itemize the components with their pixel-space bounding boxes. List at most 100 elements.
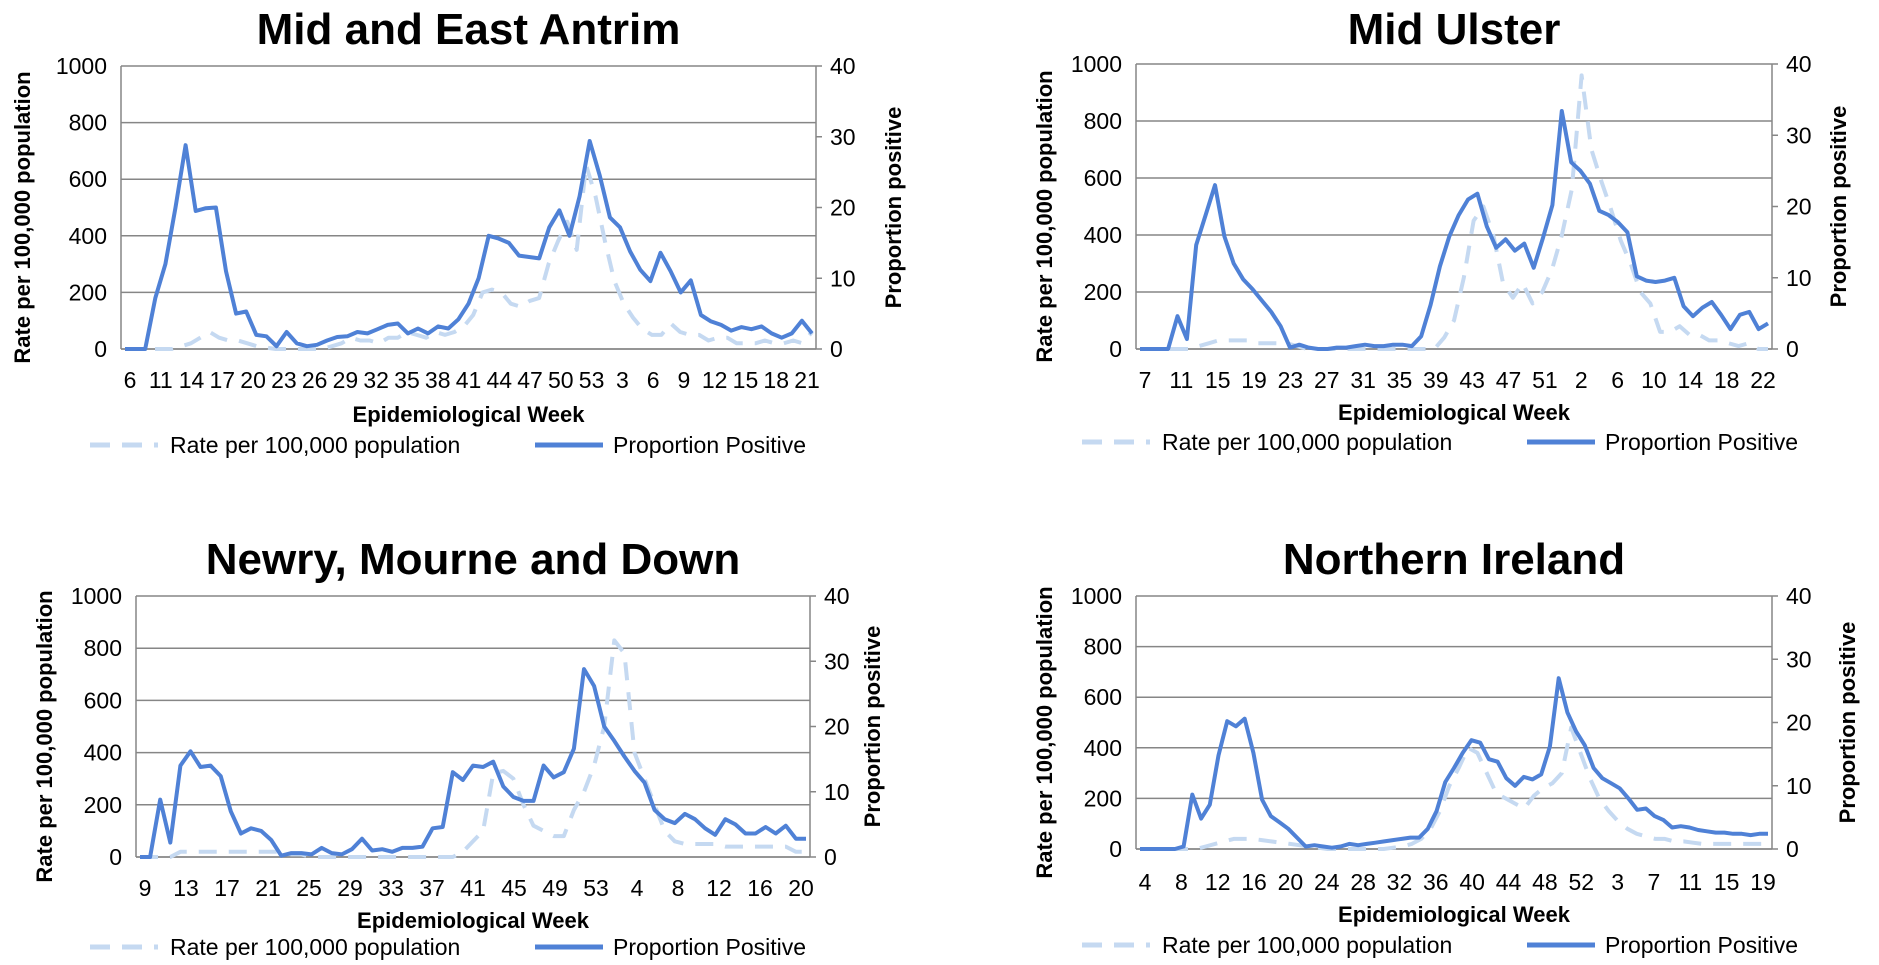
legend-label-proportion: Proportion Positive [1605,429,1798,455]
y2-tick-label: 20 [830,195,856,221]
y-tick-label: 400 [1084,222,1122,248]
x-tick-label: 51 [1532,367,1558,393]
y-axis-title: Rate per 100,000 population [1032,586,1057,878]
x-tick-label: 45 [501,875,527,901]
chart-panel-1: Mid Ulster 0 200 400 600 800 1000 0 10 20 30 40 7 11 1… [1032,5,1851,455]
x-tick-label: 44 [486,367,512,393]
legend-label-rate: Rate per 100,000 population [1162,429,1452,455]
legend-label-rate: Rate per 100,000 population [170,934,460,960]
x-tick-label: 2 [1575,367,1588,393]
x-tick-label: 19 [1750,869,1776,895]
x-tick-label: 18 [1714,367,1740,393]
x-tick-label: 15 [733,367,759,393]
y-tick-label: 800 [69,110,107,136]
y2-axis-title: Proportion positive [1826,106,1851,308]
x-tick-label: 3 [616,367,629,393]
x-tick-label: 20 [788,875,814,901]
x-tick-label: 39 [1423,367,1449,393]
y2-tick-label: 30 [830,124,856,150]
x-tick-label: 53 [579,367,605,393]
x-tick-label: 31 [1350,367,1376,393]
y2-axis-title: Proportion positive [860,626,885,828]
y2-tick-label: 20 [1786,710,1812,736]
x-tick-label: 47 [1496,367,1522,393]
legend-label-proportion: Proportion Positive [613,934,806,960]
y-tick-label: 600 [1084,684,1122,710]
x-tick-label: 29 [333,367,359,393]
x-tick-label: 20 [240,367,266,393]
chart-panel-0: Mid and East Antrim 0 200 400 600 800 1000 0 10 2… [10,5,906,458]
x-tick-label: 17 [214,875,240,901]
x-tick-label: 7 [1139,367,1152,393]
series-line-proportion [140,667,806,859]
series-line-rate [140,638,806,859]
chart-title: Mid and East Antrim [257,5,681,54]
x-tick-label: 11 [1678,869,1702,895]
y-tick-label: 200 [1084,785,1122,811]
y2-tick-label: 30 [1786,646,1812,672]
y-tick-label: 800 [1084,634,1122,660]
x-tick-label: 29 [337,875,363,901]
x-tick-label: 6 [647,367,660,393]
x-tick-label: 43 [1459,367,1485,393]
x-axis-title: Epidemiological Week [353,402,586,427]
x-tick-label: 10 [1641,367,1667,393]
x-tick-label: 22 [1750,367,1776,393]
x-tick-label: 50 [548,367,574,393]
y-tick-label: 1000 [71,583,122,609]
y-tick-label: 200 [69,279,107,305]
x-tick-label: 11 [149,367,173,393]
x-tick-label: 17 [210,367,236,393]
x-tick-label: 38 [425,367,451,393]
x-tick-label: 9 [678,367,691,393]
series-line-rate [125,163,814,351]
x-tick-label: 11 [1169,367,1193,393]
x-axis-title: Epidemiological Week [1338,400,1571,425]
series-line-proportion [1140,109,1770,351]
x-tick-label: 49 [542,875,568,901]
y2-axis-title: Proportion positive [1835,622,1860,824]
x-tick-label: 52 [1568,869,1594,895]
x-tick-label: 6 [124,367,137,393]
y-tick-label: 600 [84,687,122,713]
series-line-rate [1140,73,1768,351]
y2-tick-label: 0 [830,336,843,362]
y-tick-label: 0 [94,336,107,362]
x-tick-label: 32 [363,367,389,393]
x-tick-label: 23 [271,367,297,393]
legend-label-proportion: Proportion Positive [613,432,806,458]
y2-tick-label: 20 [824,714,850,740]
chart-title: Mid Ulster [1348,5,1561,54]
legend-label-proportion: Proportion Positive [1605,932,1798,958]
series-line-proportion [1140,676,1768,851]
y2-tick-label: 30 [824,648,850,674]
y-axis-title: Rate per 100,000 population [10,71,35,363]
y2-tick-label: 20 [1786,194,1812,220]
x-tick-label: 37 [419,875,445,901]
y-axis-title: Rate per 100,000 population [32,590,57,882]
legend-label-rate: Rate per 100,000 population [1162,932,1452,958]
x-tick-label: 18 [763,367,789,393]
y2-tick-label: 40 [1786,51,1812,77]
x-tick-label: 47 [517,367,543,393]
x-tick-label: 41 [460,875,486,901]
y-tick-label: 0 [109,844,122,870]
x-tick-label: 3 [1611,869,1624,895]
y2-tick-label: 0 [824,844,837,870]
x-tick-label: 16 [747,875,773,901]
chart-title: Newry, Mourne and Down [206,535,741,584]
x-tick-label: 36 [1423,869,1449,895]
x-tick-label: 21 [794,367,820,393]
x-tick-label: 40 [1459,869,1485,895]
y-tick-label: 400 [84,740,122,766]
x-tick-label: 28 [1350,869,1376,895]
y-tick-label: 0 [1109,336,1122,362]
x-tick-label: 25 [296,875,322,901]
x-tick-label: 14 [1677,367,1703,393]
x-tick-label: 24 [1314,869,1340,895]
x-axis-title: Epidemiological Week [357,908,590,933]
y-tick-label: 1000 [1071,51,1122,77]
x-tick-label: 27 [1314,367,1340,393]
x-tick-label: 15 [1205,367,1231,393]
